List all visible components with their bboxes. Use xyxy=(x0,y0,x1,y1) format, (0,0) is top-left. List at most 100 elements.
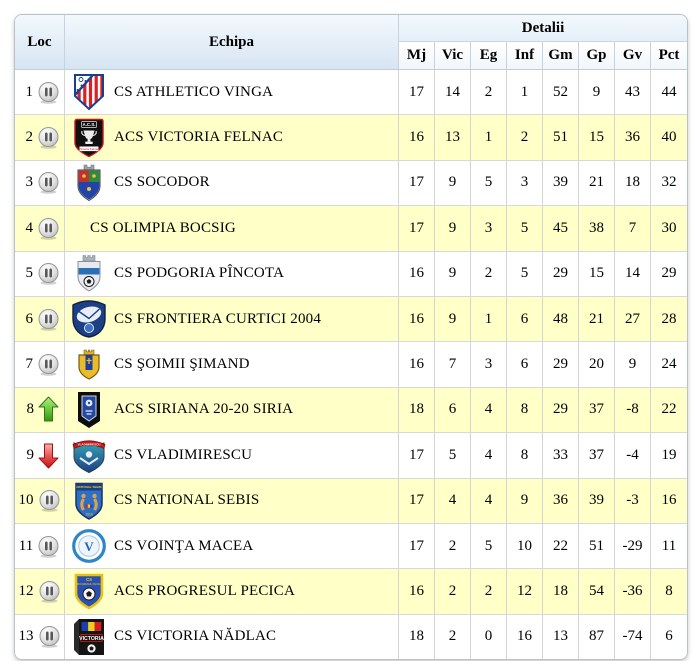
stat-inf: 8 xyxy=(507,433,543,478)
stat-vic: 9 xyxy=(435,160,471,206)
column-header-vic: Vic xyxy=(435,42,471,69)
stat-vic: 2 xyxy=(435,614,471,660)
svg-text:A.C.S.: A.C.S. xyxy=(83,122,96,127)
stat-inf: 6 xyxy=(507,342,543,387)
stat-eg: 3 xyxy=(471,206,507,251)
vladimirescu-logo: VLADIMIRESCU xyxy=(71,436,107,474)
stat-gv: 9 xyxy=(615,342,651,387)
team-name: CS OLIMPIA BOCSIG xyxy=(90,219,236,236)
stat-gv: 18 xyxy=(615,160,651,206)
position-cell: 4 xyxy=(15,206,65,251)
stat-eg: 4 xyxy=(471,478,507,523)
position-cell: 11 xyxy=(15,523,65,569)
team-name: CS ŞOIMII ŞIMAND xyxy=(114,356,250,373)
stat-gm: 48 xyxy=(543,296,579,342)
stat-gv: -8 xyxy=(615,387,651,433)
stat-mj: 16 xyxy=(399,296,435,342)
team-cell: VLADIMIRESCU CS VLADIMIRESCU xyxy=(65,433,399,478)
table-row: 6 CS FRONTIERA CURTICI 2004 16 9 1 6 48 21 27 2… xyxy=(15,295,687,342)
soimii-simand-logo xyxy=(71,349,107,381)
stat-vic: 14 xyxy=(435,70,471,115)
podgoria-pincota-logo xyxy=(71,254,107,294)
stat-mj: 16 xyxy=(399,115,435,160)
position-cell: 5 xyxy=(15,251,65,296)
stat-pct: 32 xyxy=(661,174,677,191)
stat-gv: 7 xyxy=(615,206,651,251)
position-cell: 9 xyxy=(15,433,65,478)
team-name: CS ATHLETICO VINGA xyxy=(114,83,274,100)
stat-gm: 29 xyxy=(543,251,579,296)
stat-inf: 12 xyxy=(507,569,543,614)
stat-eg: 2 xyxy=(471,569,507,614)
stat-gp: 87 xyxy=(579,614,615,660)
column-header-gv: Gv xyxy=(615,42,651,69)
team-name: ACS VICTORIA FELNAC xyxy=(114,129,284,146)
stat-pct: 40 xyxy=(661,129,677,146)
stat-gp: 37 xyxy=(579,433,615,478)
stat-eg: 3 xyxy=(471,342,507,387)
table-body: 1 CS ATHLETICO VINGA 17 14 2 1 52 9 43 44 2 A.C… xyxy=(15,70,687,660)
pause-icon xyxy=(38,580,61,603)
stat-pct: 30 xyxy=(661,219,677,236)
table-row: 8 ACS SIRIANA 20-20 SIRIA 18 6 4 8 29 37 -8 22 xyxy=(15,386,687,433)
stat-gv: 14 xyxy=(615,251,651,296)
position-cell: 6 xyxy=(15,296,65,342)
position-number: 7 xyxy=(25,356,34,373)
stat-gp: 9 xyxy=(579,70,615,115)
stat-gv: -74 xyxy=(615,614,651,660)
siriana-logo xyxy=(71,391,107,429)
stat-gv: 43 xyxy=(615,70,651,115)
pause-icon xyxy=(37,217,60,240)
table-row: 2 A.C.S. Victoria Felnac ACS VICTORIA FE… xyxy=(15,114,687,160)
stat-vic: 9 xyxy=(435,206,471,251)
position-number: 13 xyxy=(18,628,34,645)
svg-text:V: V xyxy=(84,539,94,554)
pause-icon xyxy=(38,625,61,649)
vointa-macea-logo: V xyxy=(71,529,107,563)
stat-gp: 15 xyxy=(579,115,615,160)
stat-inf: 5 xyxy=(507,206,543,251)
svg-text:PROGRESUL PECICA: PROGRESUL PECICA xyxy=(76,582,103,586)
pause-icon xyxy=(37,171,60,195)
team-cell: NATIONAL SEBIS 1910 CS NATIONAL SEBIS xyxy=(65,478,399,523)
svg-text:CS: CS xyxy=(86,577,92,582)
table-row: 7 CS ŞOIMII ŞIMAND 16 7 3 6 29 20 9 24 xyxy=(15,341,687,387)
stat-pct: 28 xyxy=(661,310,677,327)
stat-gv: -4 xyxy=(615,433,651,478)
position-number: 1 xyxy=(25,83,34,100)
stat-gv: -36 xyxy=(615,569,651,614)
stat-gp: 39 xyxy=(579,478,615,523)
table-row: 12 CS PROGRESUL PECICA ACS PROGRESUL PEC… xyxy=(15,568,687,614)
stat-gv: -29 xyxy=(615,523,651,569)
stat-inf: 3 xyxy=(507,160,543,206)
stat-gp: 15 xyxy=(579,251,615,296)
stat-gp: 51 xyxy=(579,523,615,569)
stat-inf: 9 xyxy=(507,478,543,523)
stat-eg: 4 xyxy=(471,387,507,433)
stat-gm: 36 xyxy=(543,478,579,523)
svg-text:VLADIMIRESCU: VLADIMIRESCU xyxy=(78,443,101,447)
stat-vic: 7 xyxy=(435,342,471,387)
position-cell: 7 xyxy=(15,342,65,387)
team-cell: ACS SIRIANA 20-20 SIRIA xyxy=(65,387,399,433)
stat-pct: 11 xyxy=(661,537,677,554)
team-cell: CS FRONTIERA CURTICI 2004 xyxy=(65,296,399,342)
position-cell: 12 xyxy=(15,569,65,614)
stat-mj: 17 xyxy=(399,206,435,251)
stat-gp: 38 xyxy=(579,206,615,251)
stat-pct: 8 xyxy=(665,582,673,599)
stat-gv: 27 xyxy=(615,296,651,342)
stat-mj: 17 xyxy=(399,478,435,523)
column-header-loc: Loc xyxy=(15,15,65,69)
svg-text:NATIONAL SEBIS: NATIONAL SEBIS xyxy=(76,485,101,489)
team-cell: CS ŞOIMII ŞIMAND xyxy=(65,342,399,387)
team-cell: CS ATHLETICO VINGA xyxy=(65,70,399,115)
stat-gm: 29 xyxy=(543,342,579,387)
stat-gp: 21 xyxy=(579,296,615,342)
stat-gm: 51 xyxy=(543,115,579,160)
column-header-echipa: Echipa xyxy=(65,15,399,69)
position-number: 11 xyxy=(18,537,34,554)
stat-pct: 16 xyxy=(661,492,677,509)
pause-icon xyxy=(37,81,60,104)
stat-eg: 5 xyxy=(471,160,507,206)
